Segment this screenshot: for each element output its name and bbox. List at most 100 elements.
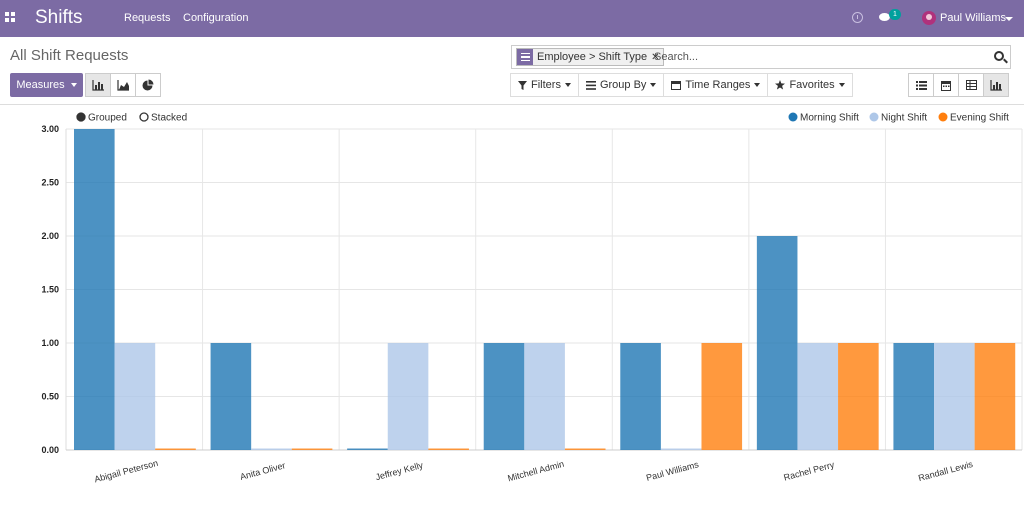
pie-chart-icon <box>142 79 154 91</box>
filters-caret-icon <box>564 83 571 87</box>
favorites-button[interactable]: Favorites <box>767 73 853 97</box>
measures-caret-icon <box>70 83 77 87</box>
y-tick-label: 0.00 <box>41 445 59 455</box>
line-chart-button[interactable] <box>110 73 136 97</box>
x-category-label: Rachel Perry <box>783 459 836 482</box>
graph-view-button[interactable] <box>983 73 1009 97</box>
calendar-icon <box>671 81 682 90</box>
list-view-button[interactable] <box>908 73 934 97</box>
list-icon <box>585 80 596 90</box>
group-by-button[interactable]: Group By <box>577 73 665 97</box>
bar-evening-shift[interactable] <box>701 343 743 450</box>
user-menu-caret-icon[interactable] <box>1005 17 1013 21</box>
search-icon[interactable] <box>994 51 1004 61</box>
x-category-label: Paul Williams <box>645 459 700 483</box>
pie-chart-button[interactable] <box>135 73 161 97</box>
filters-button[interactable]: Filters <box>510 73 579 97</box>
control-panel-divider <box>0 104 1024 105</box>
legend-morning-shift-label[interactable]: Morning Shift <box>800 113 859 124</box>
x-category-label: Randall Lewis <box>917 459 974 483</box>
chat-icon[interactable] <box>879 13 890 21</box>
bar-chart: 0.00 0.50 1.00 1.50 2.00 2.50 3.00 Abigail Pete… <box>41 112 1023 485</box>
chart-mode-stacked-label[interactable]: Stacked <box>151 113 187 124</box>
menu-requests[interactable]: Requests <box>124 12 171 24</box>
favorites-label: Favorites <box>789 79 835 91</box>
graph-view-icon <box>989 79 1002 91</box>
search-input[interactable] <box>654 48 974 66</box>
time-ranges-label: Time Ranges <box>685 79 751 91</box>
legend-evening-shift-label[interactable]: Evening Shift <box>950 113 1009 124</box>
y-tick-label: 2.50 <box>41 178 59 188</box>
table-icon <box>965 80 977 90</box>
y-tick-label: 1.00 <box>41 338 59 348</box>
area-chart-icon <box>116 79 129 91</box>
top-navbar: Shifts Requests Configuration 1 Paul Wil… <box>0 0 1024 37</box>
filters-label: Filters <box>531 79 561 91</box>
star-icon <box>775 80 786 90</box>
bar-night-shift[interactable] <box>251 448 292 451</box>
bar-morning-shift[interactable] <box>74 129 115 450</box>
bar-chart-button[interactable] <box>85 73 111 97</box>
user-avatar[interactable] <box>922 11 936 25</box>
bar-evening-shift[interactable] <box>428 448 469 451</box>
page-title: All Shift Requests <box>10 47 129 64</box>
legend-night-shift-swatch[interactable] <box>869 112 879 122</box>
bar-morning-shift[interactable] <box>620 343 661 450</box>
x-category-label: Anita Oliver <box>239 460 287 482</box>
y-tick-label: 1.50 <box>41 285 59 295</box>
bar-evening-shift[interactable] <box>291 448 333 451</box>
time-ranges-button[interactable]: Time Ranges <box>663 73 769 97</box>
legend-evening-shift-swatch[interactable] <box>938 112 948 122</box>
search-options-bar: Filters Group By Time Ranges Favorites <box>510 73 853 97</box>
bar-morning-shift[interactable] <box>483 343 525 450</box>
chart-type-switcher <box>85 73 161 97</box>
bar-night-shift[interactable] <box>660 448 702 451</box>
legend-morning-shift-swatch[interactable] <box>788 112 798 122</box>
bar-morning-shift[interactable] <box>756 236 798 450</box>
legend-night-shift-label[interactable]: Night Shift <box>881 113 927 124</box>
apps-menu-icon[interactable] <box>5 12 17 24</box>
group-by-facet-icon <box>517 49 533 65</box>
bar-morning-shift[interactable] <box>347 448 388 451</box>
chat-count-badge: 1 <box>889 9 901 20</box>
app-brand[interactable]: Shifts <box>35 7 83 28</box>
search-facet-label: Employee > Shift Type <box>537 51 648 63</box>
calendar-view-button[interactable] <box>933 73 959 97</box>
x-category-label: Jeffrey Kelly <box>374 460 424 482</box>
x-category-label: Mitchell Admin <box>507 459 566 484</box>
chart-mode-grouped-radio[interactable] <box>76 112 86 122</box>
pivot-view-button[interactable] <box>958 73 984 97</box>
bar-evening-shift[interactable] <box>974 343 1016 450</box>
bar-morning-shift[interactable] <box>893 343 935 450</box>
y-tick-label: 3.00 <box>41 124 59 134</box>
menu-configuration[interactable]: Configuration <box>183 12 249 24</box>
bar-night-shift[interactable] <box>524 343 565 450</box>
chart-mode-grouped-label[interactable]: Grouped <box>88 113 127 124</box>
favorites-caret-icon <box>838 83 845 87</box>
y-tick-label: 0.50 <box>41 392 59 402</box>
view-switcher <box>908 73 1009 97</box>
activity-clock-icon[interactable] <box>852 12 863 23</box>
bar-night-shift[interactable] <box>934 343 975 450</box>
y-tick-label: 2.00 <box>41 231 59 241</box>
bar-night-shift[interactable] <box>114 343 156 450</box>
bar-morning-shift[interactable] <box>210 343 252 450</box>
user-menu-name[interactable]: Paul Williams <box>940 12 1007 24</box>
bar-night-shift[interactable] <box>797 343 839 450</box>
filter-icon <box>518 80 527 90</box>
group-by-label: Group By <box>599 79 647 91</box>
x-category-label: Abigail Peterson <box>93 458 159 485</box>
chart-mode-stacked-radio[interactable] <box>139 112 149 122</box>
bar-evening-shift[interactable] <box>155 448 196 451</box>
bar-night-shift[interactable] <box>387 343 429 450</box>
measures-button[interactable]: Measures <box>10 73 83 97</box>
search-box[interactable]: Employee > Shift Type ✕ <box>511 45 1011 69</box>
measures-button-label: Measures <box>16 79 65 91</box>
list-view-icon <box>915 80 927 90</box>
bar-evening-shift[interactable] <box>564 448 606 451</box>
calendar-view-icon <box>941 80 951 91</box>
search-facet: Employee > Shift Type ✕ <box>516 48 664 66</box>
bar-evening-shift[interactable] <box>838 343 879 450</box>
time-ranges-caret-icon <box>754 83 761 87</box>
group-by-caret-icon <box>650 83 657 87</box>
